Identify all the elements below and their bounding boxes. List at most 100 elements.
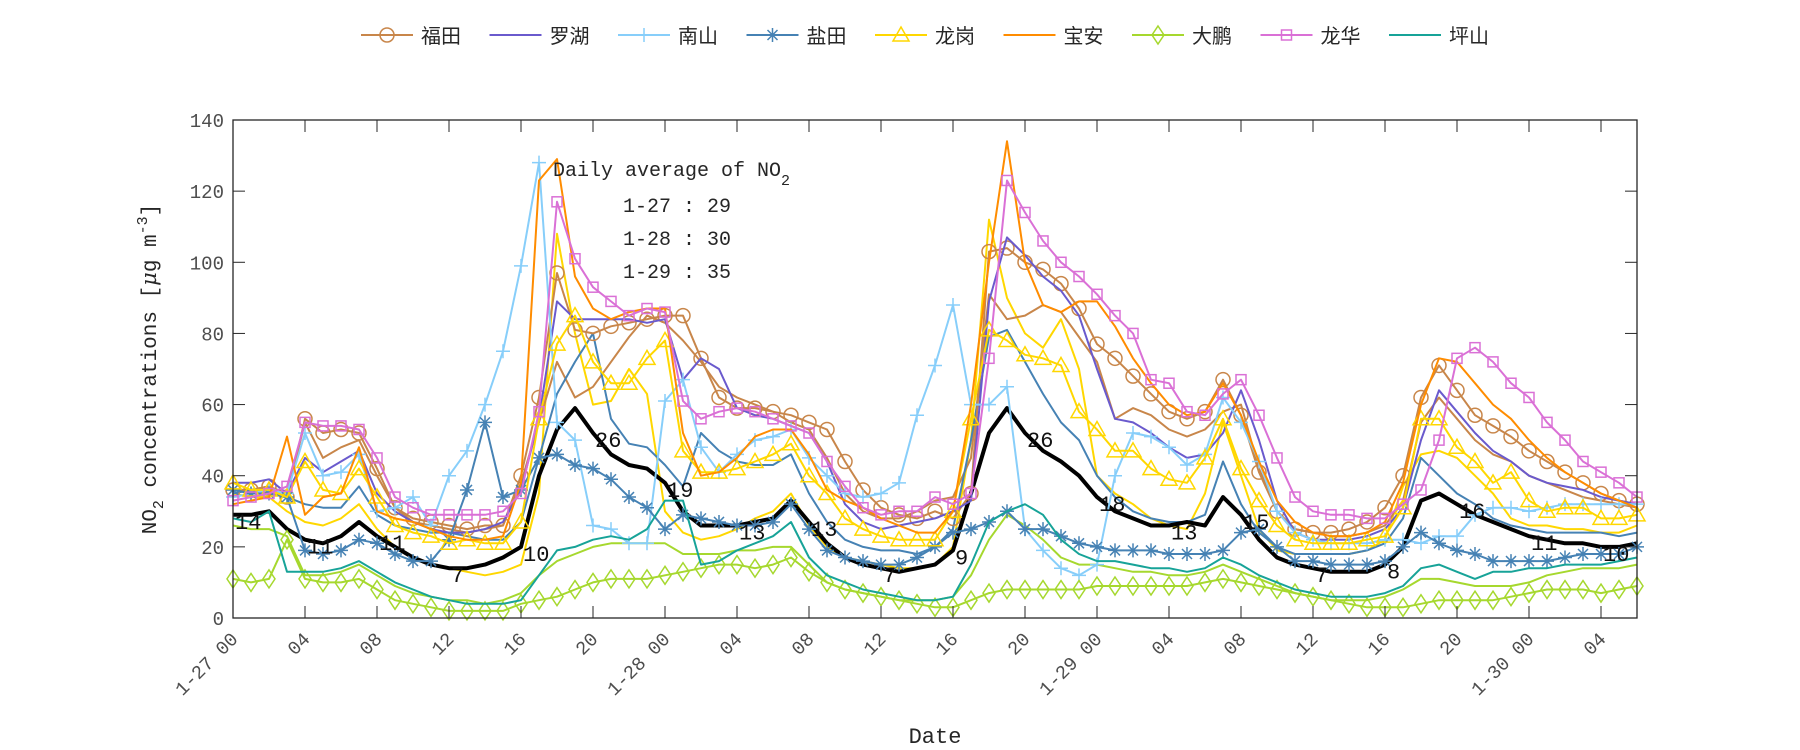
data-point bbox=[1415, 484, 1427, 496]
data-point bbox=[1307, 505, 1319, 518]
data-point bbox=[442, 532, 456, 547]
annotation-line-2: 1-28 : 30 bbox=[623, 229, 731, 252]
data-point bbox=[459, 521, 475, 537]
data-point bbox=[1108, 543, 1122, 558]
data-point bbox=[1523, 391, 1535, 404]
x-tick-label: 04 bbox=[716, 629, 748, 661]
data-point bbox=[1001, 174, 1013, 187]
data-point bbox=[1195, 448, 1215, 465]
data-point bbox=[695, 413, 707, 425]
data-point bbox=[389, 491, 401, 503]
x-tick-label: 04 bbox=[1148, 629, 1180, 661]
data-point bbox=[1289, 491, 1301, 503]
data-point bbox=[1163, 377, 1175, 389]
data-point bbox=[298, 543, 312, 558]
annotation-title: Daily average of NO2 bbox=[553, 160, 790, 190]
data-point bbox=[388, 589, 402, 611]
data-point bbox=[1433, 434, 1445, 446]
data-point bbox=[565, 306, 585, 323]
data-point bbox=[1270, 504, 1284, 519]
data-point bbox=[316, 546, 330, 561]
data-point bbox=[1055, 256, 1067, 269]
series-龙华 bbox=[227, 174, 1643, 525]
data-point bbox=[929, 491, 941, 503]
data-point bbox=[767, 413, 779, 425]
legend-label: 龙华 bbox=[1321, 24, 1361, 48]
data-point bbox=[910, 408, 924, 423]
legend-item-罗湖: 罗湖 bbox=[489, 24, 590, 48]
data-point bbox=[1072, 579, 1086, 600]
data-point bbox=[1468, 507, 1482, 522]
data-point bbox=[839, 480, 851, 493]
x-axis-label: Date bbox=[909, 725, 962, 750]
data-point bbox=[893, 505, 905, 518]
data-point bbox=[1609, 508, 1629, 526]
data-point bbox=[1573, 498, 1593, 515]
line-labels: 14 11 11 7 10 26 19 13 13 7 9 26 18 13 15 7 8 16 11 10 bbox=[235, 429, 1629, 589]
data-point bbox=[892, 557, 906, 572]
data-point bbox=[604, 522, 618, 537]
data-point bbox=[694, 557, 708, 579]
x-tick-label: 08 bbox=[1220, 629, 1252, 661]
x-tick-label: 20 bbox=[1436, 629, 1468, 661]
data-point bbox=[784, 497, 798, 512]
data-point bbox=[766, 514, 780, 529]
line-value-label: 16 bbox=[1459, 500, 1485, 525]
data-point bbox=[802, 561, 816, 583]
data-point bbox=[1612, 546, 1626, 561]
data-point bbox=[1450, 543, 1464, 558]
data-point bbox=[819, 421, 835, 438]
legend-item-福田: 福田 bbox=[361, 24, 461, 48]
data-point bbox=[496, 490, 510, 505]
data-point bbox=[1522, 582, 1536, 604]
data-point bbox=[1504, 586, 1518, 608]
data-point bbox=[1180, 575, 1194, 597]
data-point bbox=[784, 547, 798, 568]
data-point bbox=[277, 487, 297, 504]
data-point bbox=[1107, 350, 1123, 367]
data-point bbox=[241, 480, 261, 497]
data-point bbox=[568, 458, 582, 473]
data-point bbox=[460, 482, 474, 497]
data-point bbox=[1000, 579, 1014, 600]
data-point bbox=[1162, 546, 1176, 561]
data-point bbox=[460, 443, 474, 458]
data-point bbox=[263, 487, 275, 500]
data-point bbox=[639, 311, 655, 327]
legend: 福田 罗湖 南山 盐田 龙岗 宝安 大鹏 龙华 坪山 bbox=[361, 24, 1489, 48]
data-point bbox=[479, 509, 491, 521]
data-point bbox=[658, 394, 672, 409]
data-point bbox=[1231, 459, 1251, 476]
data-point bbox=[1483, 473, 1503, 490]
data-point bbox=[979, 320, 999, 337]
data-point bbox=[460, 600, 474, 622]
data-point bbox=[1145, 373, 1157, 386]
data-point bbox=[640, 568, 654, 590]
data-point bbox=[442, 468, 456, 483]
data-point bbox=[316, 572, 330, 593]
data-point bbox=[421, 526, 441, 543]
data-point bbox=[497, 505, 509, 518]
data-point bbox=[424, 596, 438, 618]
legend-item-大鹏: 大鹏 bbox=[1132, 24, 1232, 48]
data-point bbox=[388, 500, 402, 515]
data-point bbox=[874, 557, 888, 572]
data-point bbox=[1558, 550, 1572, 565]
data-point bbox=[424, 554, 438, 569]
data-point bbox=[1594, 497, 1608, 512]
data-point bbox=[1594, 546, 1608, 561]
data-point bbox=[1396, 539, 1410, 554]
data-point bbox=[1018, 579, 1032, 600]
data-point bbox=[730, 554, 744, 575]
data-point bbox=[1234, 525, 1248, 540]
data-point bbox=[1037, 235, 1049, 247]
data-point bbox=[1090, 557, 1104, 572]
data-point bbox=[1541, 416, 1553, 429]
data-point bbox=[799, 466, 819, 483]
data-point bbox=[820, 543, 834, 558]
data-point bbox=[1125, 368, 1141, 384]
data-point bbox=[1503, 428, 1519, 445]
data-point bbox=[1252, 522, 1266, 537]
